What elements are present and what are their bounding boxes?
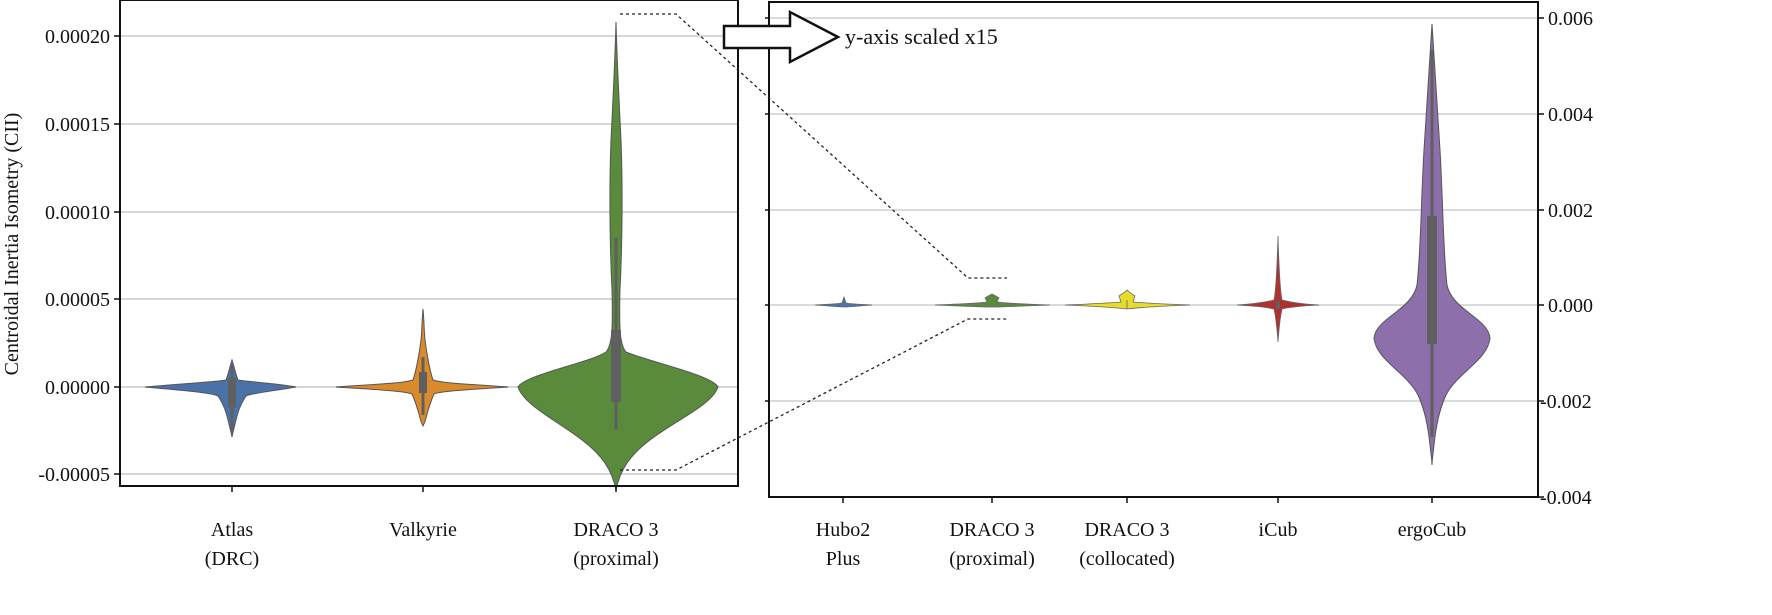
y-tick-label: 0.00015: [45, 114, 110, 136]
category-label: (DRC): [205, 548, 259, 570]
y-tick-label: 0.00005: [45, 289, 110, 311]
violin-valkyrie: [335, 308, 509, 428]
violin-draco3-proximal-left: [517, 21, 719, 491]
left-plot-frame: [119, 0, 739, 487]
category-label: Hubo2: [816, 519, 870, 541]
violin-draco3-collocated: [1064, 289, 1191, 310]
right-panel: 0.006 0.004 0.002 0.000 -0.002 -0.004 Hu…: [765, 1, 1593, 570]
y-tick-label: -0.002: [1540, 391, 1592, 413]
right-panel-left-ticks: [765, 17, 769, 402]
category-label: (proximal): [949, 548, 1035, 570]
y-tick-label: 0.000: [1548, 295, 1593, 317]
y-axis-title: Centroidal Inertia Isometry (CII): [1, 113, 23, 376]
y-tick-label: 0.002: [1548, 200, 1593, 222]
violin-draco3-proximal-right: [934, 293, 1051, 308]
left-y-tick-labels: 0.00020 0.00015 0.00010 0.00005 0.00000 …: [38, 26, 110, 486]
left-y-ticks: [114, 35, 120, 475]
category-label: DRACO 3: [573, 519, 658, 541]
right-plot-frame: [768, 1, 1539, 498]
category-label: DRACO 3: [949, 519, 1034, 541]
y-tick-label: -0.00005: [38, 464, 110, 486]
right-y-ticks: [1538, 17, 1544, 498]
violin-atlas: [144, 358, 297, 438]
violin-ergocub: [1373, 23, 1491, 466]
y-tick-label: 0.00020: [45, 26, 110, 48]
right-x-ticks: [842, 497, 1433, 503]
scale-annotation-text: y-axis scaled x15: [845, 24, 998, 49]
category-label: ergoCub: [1398, 519, 1467, 541]
left-x-tick-labels: Atlas (DRC) Valkyrie DRACO 3 (proximal): [205, 519, 659, 570]
left-x-ticks: [231, 486, 617, 492]
category-label: Valkyrie: [389, 519, 457, 541]
category-label: Plus: [826, 548, 861, 570]
zoom-connector-lines: [620, 13, 1007, 471]
category-label: (collocated): [1079, 548, 1175, 570]
category-label: DRACO 3: [1084, 519, 1169, 541]
arrow-right-icon: [722, 9, 841, 65]
violin-icub: [1236, 235, 1320, 343]
right-x-tick-labels: Hubo2 Plus DRACO 3 (proximal) DRACO 3 (c…: [816, 519, 1466, 570]
scale-annotation: y-axis scaled x15: [722, 9, 998, 65]
category-label: (proximal): [573, 548, 659, 570]
right-y-tick-labels: 0.006 0.004 0.002 0.000 -0.002 -0.004: [1540, 8, 1593, 509]
y-tick-label: -0.004: [1540, 487, 1592, 509]
y-tick-label: 0.00010: [45, 202, 110, 224]
y-tick-label: 0.00000: [45, 377, 110, 399]
y-tick-label: 0.004: [1548, 104, 1593, 126]
left-panel: 0.00020 0.00015 0.00010 0.00005 0.00000 …: [1, 0, 739, 570]
violin-hubo2-plus: [814, 296, 873, 308]
y-tick-label: 0.006: [1548, 8, 1593, 30]
category-label: Atlas: [211, 519, 253, 541]
category-label: iCub: [1259, 519, 1298, 541]
